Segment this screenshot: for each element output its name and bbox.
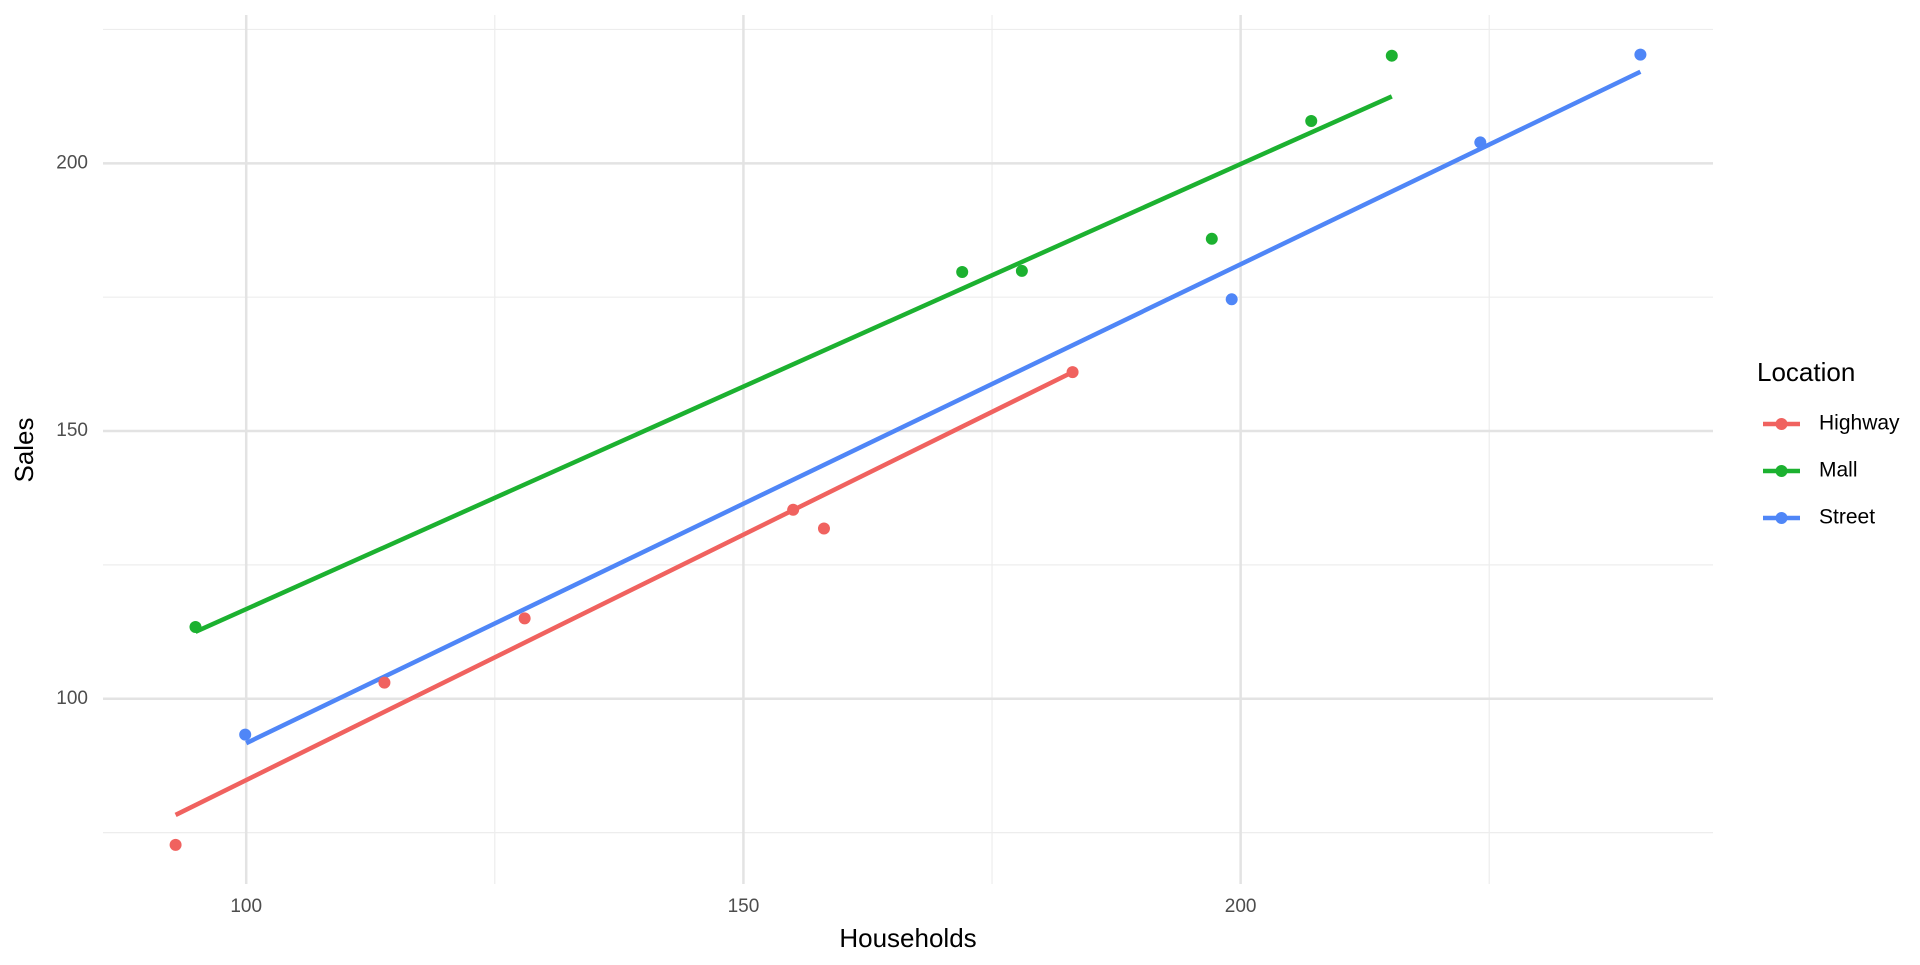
point: [956, 266, 969, 279]
x-tick-label: 100: [230, 896, 262, 917]
legend-key-point: [1775, 512, 1788, 524]
legend-label: Street: [1819, 506, 1875, 529]
legend-title: Location: [1757, 357, 1855, 387]
legend-key-point: [1775, 418, 1788, 430]
fit-line: [174, 370, 1074, 817]
point: [518, 612, 531, 625]
point: [787, 503, 800, 516]
point: [1305, 115, 1318, 128]
legend-label: Mall: [1819, 459, 1858, 482]
point: [817, 522, 830, 535]
fit-line: [194, 94, 1393, 634]
y-axis-title: Sales: [9, 417, 39, 482]
x-axis-title: Households: [839, 923, 976, 953]
point: [1205, 232, 1218, 245]
point: [239, 728, 252, 741]
point: [1474, 136, 1487, 149]
legend-label: Highway: [1819, 412, 1900, 435]
x-tick-label: 200: [1225, 896, 1257, 917]
point: [1015, 264, 1028, 277]
point: [169, 838, 182, 851]
point: [1225, 293, 1238, 306]
legend-key-point: [1775, 465, 1788, 477]
y-tick-label: 200: [56, 152, 88, 173]
point: [1066, 366, 1079, 379]
point: [1634, 48, 1647, 61]
point: [1385, 49, 1398, 62]
x-tick-label: 150: [728, 896, 760, 917]
point: [189, 620, 202, 633]
point: [378, 676, 391, 689]
fit-line: [245, 69, 1642, 746]
y-tick-label: 100: [56, 688, 88, 709]
y-tick-label: 150: [56, 420, 88, 441]
